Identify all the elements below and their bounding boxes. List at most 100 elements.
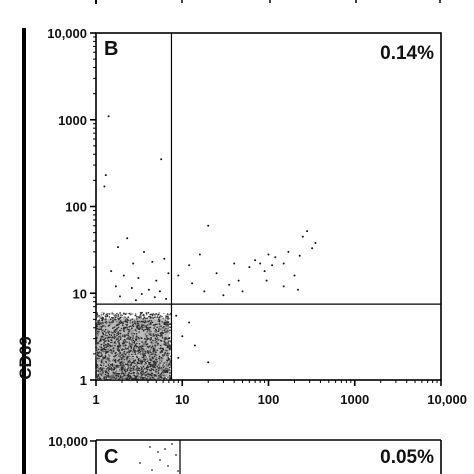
- cluster-point: [164, 349, 167, 352]
- cluster-point: [130, 313, 133, 316]
- data-point: [207, 224, 210, 227]
- cluster-point: [125, 319, 127, 321]
- cluster-point: [125, 320, 127, 323]
- cluster-point: [141, 345, 143, 347]
- data-point: [282, 262, 285, 265]
- cluster-point: [155, 362, 157, 365]
- cluster-point: [105, 371, 107, 374]
- cluster-point: [137, 352, 139, 355]
- cluster-point: [124, 378, 126, 380]
- cluster-point: [96, 364, 99, 366]
- cluster-point: [138, 346, 140, 349]
- cluster-point: [101, 326, 103, 328]
- cluster-point: [129, 369, 131, 371]
- cluster-point: [96, 354, 98, 356]
- cluster-point: [156, 377, 158, 380]
- cluster-point: [131, 349, 134, 352]
- cluster-point: [125, 370, 127, 373]
- cluster-point: [125, 352, 128, 355]
- cluster-point: [163, 327, 165, 330]
- cluster-point: [122, 375, 124, 378]
- cluster-point: [144, 335, 147, 338]
- cluster-point: [151, 360, 154, 363]
- cluster-point: [153, 334, 155, 337]
- cluster-point: [166, 364, 168, 366]
- cluster-point: [165, 324, 168, 327]
- cluster-point: [169, 360, 171, 362]
- cluster-point: [101, 335, 103, 338]
- cluster-point: [108, 345, 110, 347]
- cluster-point: [114, 360, 117, 362]
- cluster-point: [99, 337, 102, 339]
- cluster-point: [152, 357, 154, 360]
- data-point: [119, 295, 121, 298]
- cluster-point: [132, 325, 135, 328]
- data-point: [198, 253, 201, 256]
- cluster-point: [112, 336, 114, 339]
- cluster-point: [167, 339, 169, 342]
- cluster-point: [134, 329, 137, 331]
- cluster-point: [150, 330, 152, 333]
- cluster-point: [153, 327, 155, 329]
- cluster-point: [129, 325, 132, 328]
- cluster-point: [158, 357, 160, 360]
- cluster-point: [140, 362, 143, 364]
- cluster-point: [149, 358, 152, 360]
- cluster-point: [146, 345, 149, 348]
- cluster-point: [111, 320, 114, 323]
- cluster-point: [162, 366, 165, 369]
- cluster-point: [115, 368, 118, 370]
- cluster-point: [127, 363, 129, 366]
- cluster-point: [132, 367, 134, 370]
- cluster-point: [163, 326, 165, 328]
- cluster-point: [141, 363, 143, 366]
- cluster-point: [146, 368, 149, 371]
- cluster-point: [139, 369, 142, 372]
- y-axis-label: CD69: [16, 336, 35, 379]
- scatter-points: [103, 115, 317, 364]
- cluster-point: [128, 338, 131, 340]
- cluster-point: [149, 348, 152, 351]
- cluster-point: [155, 354, 158, 357]
- cluster-point: [104, 325, 107, 328]
- cluster-point: [100, 374, 103, 376]
- cluster-point: [141, 367, 143, 369]
- data-point: [222, 294, 225, 297]
- cluster-point: [161, 359, 163, 362]
- data-point: [151, 260, 154, 263]
- cluster-point: [124, 367, 126, 369]
- cluster-point: [123, 338, 126, 341]
- cluster-point: [162, 365, 164, 367]
- cluster-point: [148, 364, 150, 367]
- cluster-point: [159, 332, 162, 334]
- data-point: [143, 250, 145, 253]
- cluster-point: [141, 340, 144, 342]
- cluster-point: [145, 345, 147, 348]
- cluster-point: [105, 365, 107, 368]
- cluster-point: [116, 330, 118, 333]
- cluster-point: [118, 370, 120, 373]
- cluster-point: [98, 351, 101, 353]
- cluster-point: [108, 349, 110, 352]
- cluster-point: [126, 368, 129, 371]
- cluster-point: [146, 328, 149, 331]
- cluster-point: [96, 324, 98, 327]
- cluster-point: [164, 352, 167, 354]
- cluster-point: [104, 337, 107, 340]
- cluster-point: [128, 326, 130, 328]
- cluster-point: [141, 373, 144, 376]
- cluster-point: [165, 344, 167, 347]
- cluster-point: [102, 317, 104, 319]
- cluster-point: [146, 314, 148, 316]
- cluster-point: [139, 345, 141, 348]
- data-point: [126, 237, 129, 240]
- cluster-point: [115, 338, 118, 341]
- cluster-point: [99, 315, 101, 318]
- cluster-point: [132, 339, 135, 342]
- cluster-point: [145, 331, 147, 334]
- cluster-point: [112, 372, 115, 374]
- data-point: [153, 296, 156, 299]
- cluster-point: [111, 311, 114, 314]
- cluster-point: [145, 317, 147, 320]
- data-point: [287, 250, 290, 253]
